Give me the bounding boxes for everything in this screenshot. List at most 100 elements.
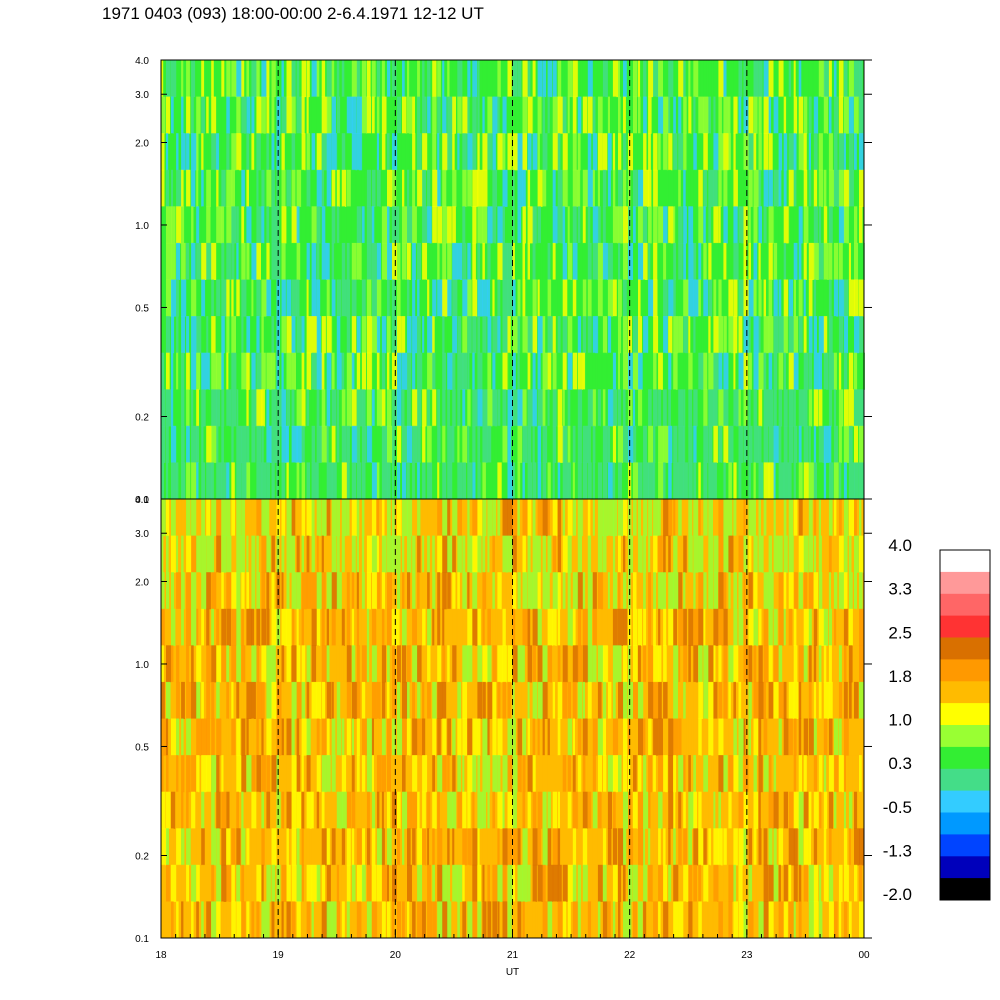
heatmap-cell: [346, 96, 353, 134]
heatmap-cell: [407, 828, 411, 866]
heatmap-cell: [266, 352, 272, 390]
heatmap-cell: [467, 535, 474, 573]
heatmap-cell: [813, 718, 817, 756]
heatmap-cell: [718, 169, 722, 207]
heatmap-cell: [341, 718, 345, 756]
heatmap-cell: [497, 96, 500, 134]
heatmap-cell: [723, 425, 729, 463]
heatmap-cell: [698, 316, 702, 354]
heatmap-cell: [552, 608, 557, 646]
heatmap-cell: [758, 901, 764, 939]
heatmap-cell: [693, 462, 697, 500]
heatmap-cell: [793, 901, 796, 939]
heatmap-cell: [306, 169, 311, 207]
heatmap-cell: [753, 352, 759, 390]
heatmap-cell: [693, 681, 696, 719]
heatmap-cell: [427, 425, 432, 463]
heatmap-cell: [678, 645, 681, 683]
heatmap-cell: [171, 389, 174, 427]
heatmap-cell: [648, 352, 654, 390]
heatmap-cell: [512, 901, 518, 939]
heatmap-cell: [582, 901, 589, 939]
heatmap-cell: [838, 755, 845, 793]
heatmap-cell: [427, 608, 432, 646]
heatmap-cell: [512, 279, 516, 317]
heatmap-cell: [487, 352, 492, 390]
heatmap-cell: [592, 316, 599, 354]
heatmap-cell: [683, 462, 688, 500]
heatmap-cell: [768, 279, 773, 317]
heatmap-cell: [758, 718, 762, 756]
heatmap-cell: [713, 316, 719, 354]
heatmap-cell: [422, 499, 428, 537]
heatmap-cell: [663, 864, 668, 902]
heatmap-cell: [813, 828, 818, 866]
heatmap-cell: [758, 645, 763, 683]
heatmap-cell: [186, 60, 190, 98]
heatmap-cell: [818, 242, 824, 280]
heatmap-cell: [472, 499, 478, 537]
heatmap-cell: [447, 96, 453, 134]
heatmap-cell: [612, 718, 619, 756]
heatmap-cell: [823, 316, 828, 354]
heatmap-cell: [607, 718, 613, 756]
heatmap-cell: [412, 242, 416, 280]
heatmap-cell: [306, 901, 311, 939]
heatmap-cell: [261, 169, 265, 207]
heatmap-cell: [648, 60, 654, 98]
heatmap-cell: [678, 755, 684, 793]
heatmap-cell: [266, 608, 270, 646]
heatmap-cell: [216, 791, 221, 829]
heatmap-cell: [718, 901, 723, 939]
heatmap-cell: [211, 352, 217, 390]
heatmap-cell: [271, 681, 277, 719]
heatmap-cell: [713, 242, 719, 280]
heatmap-cell: [753, 718, 759, 756]
heatmap-cell: [336, 389, 340, 427]
heatmap-cell: [628, 499, 632, 537]
heatmap-cell: [402, 608, 407, 646]
heatmap-cell: [171, 242, 176, 280]
heatmap-cell: [587, 96, 593, 134]
heatmap-cell: [838, 499, 842, 537]
heatmap-cell: [226, 462, 230, 500]
heatmap-cell: [828, 279, 832, 317]
heatmap-cell: [823, 755, 827, 793]
heatmap-cell: [728, 535, 734, 573]
heatmap-cell: [818, 60, 825, 98]
heatmap-cell: [748, 681, 752, 719]
heatmap-cell: [653, 206, 658, 244]
heatmap-cell: [452, 242, 458, 280]
heatmap-cell: [467, 462, 472, 500]
heatmap-cell: [773, 352, 778, 390]
heatmap-cell: [176, 206, 182, 244]
y-tick-label: 0.1: [135, 495, 149, 506]
heatmap-cell: [693, 169, 698, 207]
heatmap-cell: [763, 718, 768, 756]
heatmap-cell: [783, 96, 787, 134]
heatmap-cell: [768, 608, 773, 646]
heatmap-cell: [607, 901, 611, 939]
heatmap-cell: [457, 206, 463, 244]
heatmap-cell: [763, 96, 769, 134]
heatmap-cell: [623, 425, 629, 463]
heatmap-cell: [738, 901, 745, 939]
heatmap-cell: [592, 499, 595, 537]
heatmap-cell: [457, 828, 462, 866]
heatmap-cell: [582, 96, 588, 134]
heatmap-cell: [351, 206, 356, 244]
heatmap-cell: [286, 279, 292, 317]
heatmap-cell: [748, 755, 751, 793]
heatmap-cell: [828, 60, 832, 98]
heatmap-cell: [532, 169, 538, 207]
heatmap-cell: [482, 864, 485, 902]
heatmap-cell: [487, 279, 491, 317]
heatmap-cell: [351, 864, 356, 902]
heatmap-cell: [321, 572, 326, 610]
heatmap-cell: [517, 96, 520, 134]
heatmap-cell: [341, 901, 345, 939]
heatmap-cell: [577, 60, 581, 98]
heatmap-cell: [668, 279, 674, 317]
heatmap-cell: [356, 242, 362, 280]
heatmap-cell: [848, 206, 855, 244]
